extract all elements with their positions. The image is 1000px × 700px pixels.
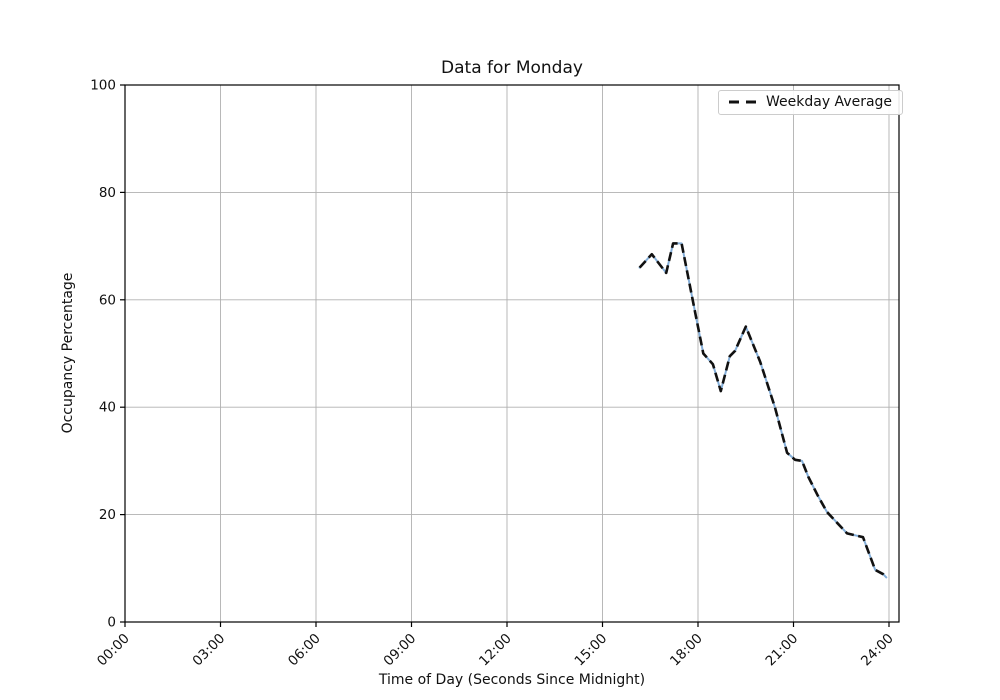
y-tick-label: 100 — [90, 78, 116, 94]
data-line-solid — [638, 242, 888, 579]
y-tick-label: 80 — [99, 185, 116, 201]
y-tick-label: 40 — [99, 400, 116, 416]
legend: Weekday Average — [718, 90, 904, 115]
y-axis-label: Occupancy Percentage — [60, 272, 76, 434]
x-tick-label: 09:00 — [381, 631, 420, 670]
x-tick-label: 06:00 — [285, 631, 324, 670]
x-tick-label: 21:00 — [763, 631, 802, 670]
y-tick-label: 20 — [99, 507, 116, 523]
x-axis-label: Time of Day (Seconds Since Midnight) — [378, 672, 646, 688]
legend-dashed-line-sample — [729, 100, 757, 104]
y-tick-label: 60 — [99, 292, 116, 308]
y-tick-label: 0 — [107, 615, 116, 631]
x-tick-label: 15:00 — [572, 631, 611, 670]
x-tick-label: 12:00 — [476, 631, 515, 670]
x-tick-label: 03:00 — [190, 631, 229, 670]
x-tick-label: 00:00 — [94, 631, 133, 670]
chart-title: Data for Monday — [441, 58, 583, 78]
x-tick-label: 18:00 — [667, 631, 706, 670]
x-tick-label: 24:00 — [858, 631, 897, 670]
legend-label: Weekday Average — [766, 94, 893, 110]
data-line-weekday-average — [638, 242, 888, 579]
plot-frame — [124, 84, 900, 623]
